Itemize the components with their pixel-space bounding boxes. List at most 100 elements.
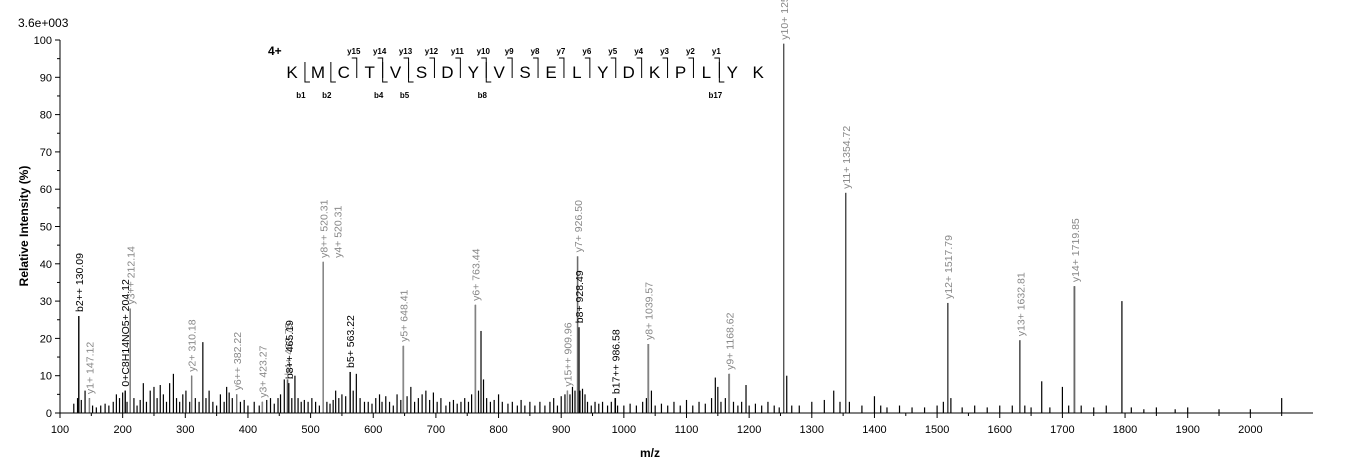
y-ion-mark: [714, 57, 720, 78]
peak-label: y4+ 520.31: [332, 206, 344, 258]
residue: P: [675, 63, 686, 82]
y-ion-mark: [610, 57, 617, 78]
y-tick-label: 50: [40, 222, 52, 234]
b-ion-label: b2: [322, 91, 332, 100]
y-ion-mark: [662, 57, 669, 78]
x-tick-label: 100: [51, 424, 69, 436]
residue: K: [286, 63, 298, 82]
peak-label: y13+ 1632.81: [1015, 272, 1027, 336]
peaks-layer: [73, 43, 1283, 413]
y-ion-mark: [377, 57, 384, 78]
peak-label: y12+ 1517.79: [943, 235, 955, 299]
b-ion-mark: [718, 62, 725, 83]
peak-label: y10+ 1255.60: [779, 0, 791, 40]
axes-layer: 0 10 20 30 40 50 60 70 80 90 100 100 200 300 400 500 600…: [34, 35, 1313, 436]
b-ion-label: b1: [296, 91, 306, 100]
x-tick-label: 1200: [737, 424, 761, 436]
peak-label: y8++ 520.31: [318, 199, 330, 258]
y-ion-label: y8: [531, 47, 540, 56]
residue: L: [572, 63, 581, 82]
y-ion-label: y2: [686, 47, 695, 56]
x-tick-label: 1000: [612, 424, 636, 436]
y-ion-label: y3: [660, 47, 669, 56]
peak-label: b5+ 563.22: [345, 315, 357, 368]
peak-label: b17++ 986.58: [610, 329, 622, 394]
residue: V: [494, 63, 506, 82]
residue: C: [338, 63, 350, 82]
residue: T: [365, 63, 375, 82]
peak-label: b8+ 928.49: [574, 270, 586, 323]
peak-label: 0+C8H14NO5+ 204.12: [120, 279, 132, 387]
peak-label: y7+ 926.50: [573, 200, 585, 252]
peak-label: y14+ 1719.85: [1070, 218, 1082, 282]
peak-label: y3+ 423.27: [258, 345, 270, 397]
y-ion-mark: [688, 57, 694, 78]
x-tick-label: 1600: [988, 424, 1012, 436]
x-tick-label: 800: [489, 424, 507, 436]
y-tick-label: 90: [40, 72, 52, 84]
y-ion-mark: [584, 57, 591, 78]
x-tick-label: 1300: [800, 424, 824, 436]
y-ion-label: y5: [608, 47, 617, 56]
residue: M: [311, 63, 325, 82]
x-tick-label: 1100: [675, 424, 699, 436]
y-ion-label: y11: [451, 47, 464, 56]
b-ion-mark: [304, 62, 310, 83]
y-ion-mark: [636, 57, 643, 78]
x-tick-label: 500: [301, 424, 319, 436]
y-ion-label: y4: [634, 47, 643, 56]
y-ion-mark: [507, 57, 513, 78]
y-tick-label: 10: [40, 371, 52, 383]
peak-label: y6++ 382.22: [232, 332, 244, 391]
x-tick-label: 1800: [1113, 424, 1137, 436]
b-ion-mark: [485, 62, 492, 83]
peak-label: y3++ 212.14: [125, 246, 137, 305]
b-ion-label: b17: [708, 91, 722, 100]
x-tick-label: 1700: [1050, 424, 1074, 436]
y-ion-label: y7: [556, 47, 565, 56]
residue: V: [390, 63, 402, 82]
y-ion-mark: [429, 57, 435, 78]
y-tick-label: 70: [40, 147, 52, 159]
residue: S: [416, 63, 427, 82]
residue: K: [753, 63, 765, 82]
y-tick-label: 100: [34, 35, 52, 47]
y-ion-label: y1: [712, 47, 721, 56]
peak-label: y9+ 1168.62: [724, 312, 736, 369]
x-tick-label: 200: [113, 424, 131, 436]
y-ion-mark: [558, 57, 565, 78]
x-tick-label: 900: [552, 424, 570, 436]
y-ion-label: y15: [347, 47, 361, 56]
residue: Y: [468, 63, 479, 82]
scale-label: 3.6e+003: [18, 16, 69, 30]
peak-label: y5+ 648.41: [399, 289, 411, 341]
y-ion-label: y14: [373, 47, 387, 56]
x-tick-label: 700: [427, 424, 445, 436]
residue: D: [441, 63, 453, 82]
residue: Y: [727, 63, 738, 82]
x-tick-label: 2000: [1238, 424, 1262, 436]
y-tick-label: 60: [40, 184, 52, 196]
peak-label: b4+ 463.75: [283, 322, 295, 375]
y-ion-mark: [351, 57, 358, 78]
peak-label: b8++ 465.19: [284, 320, 296, 379]
peak-label: y11+ 1354.72: [841, 126, 853, 189]
peak-label: y6+ 763.44: [471, 248, 483, 300]
x-tick-label: 1900: [1175, 424, 1199, 436]
x-tick-label: 300: [176, 424, 194, 436]
y-ion-label: y12: [425, 47, 439, 56]
b-ion-mark: [382, 62, 388, 83]
y-ion-label: y10: [477, 47, 491, 56]
peak-label: b2++ 130.09: [74, 253, 86, 312]
x-tick-label: 1400: [862, 424, 886, 436]
y-tick-label: 40: [40, 259, 52, 271]
x-tick-label: 1500: [925, 424, 949, 436]
y-tick-label: 0: [46, 408, 52, 420]
residue: S: [519, 63, 530, 82]
x-tick-label: 400: [239, 424, 257, 436]
y-ion-label: y13: [399, 47, 413, 56]
b-ion-mark: [408, 62, 414, 83]
